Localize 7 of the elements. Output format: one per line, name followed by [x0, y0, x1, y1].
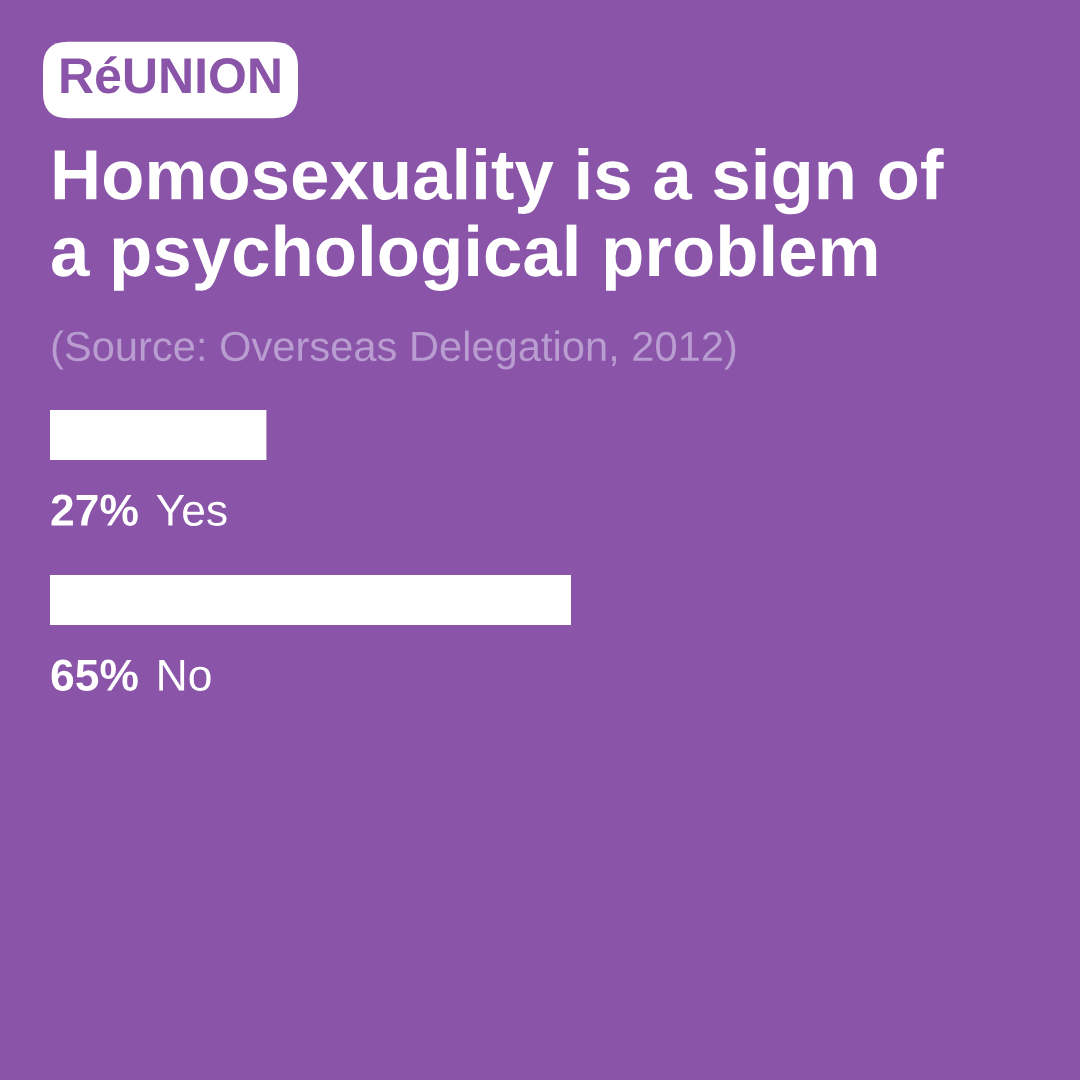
chart-title: Homosexuality is a sign of a psychological problem [52, 148, 944, 291]
text: RéUNION [61, 56, 280, 94]
y-tick-label: No [159, 659, 211, 691]
y-tick-label: Yes [156, 494, 227, 526]
text: (Source: Overseas Delegation, 2012) [52, 330, 736, 370]
data-label: 27% [51, 494, 138, 526]
data-label: 65% [51, 659, 138, 691]
